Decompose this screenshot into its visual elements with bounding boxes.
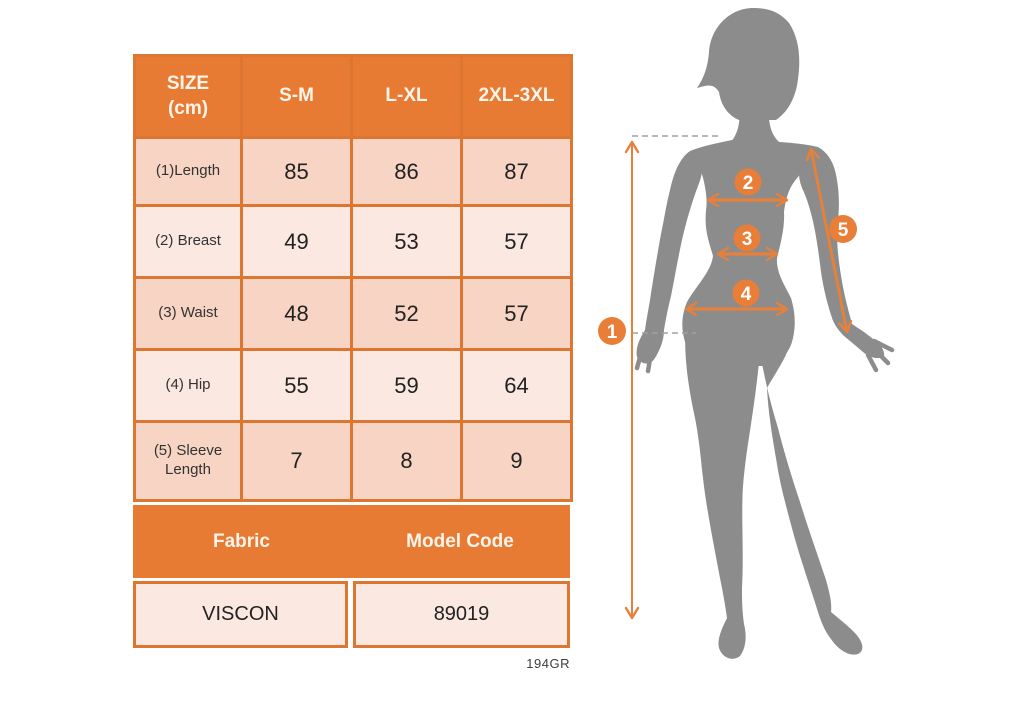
- cell-value: 64: [460, 348, 573, 423]
- measurement-arrows: [624, 140, 853, 620]
- row-label: (1)Length: [133, 136, 243, 207]
- table-row-hip: (4) Hip 55 59 64: [133, 348, 573, 423]
- marker-1-label: 1: [607, 322, 618, 343]
- marker-2: 2: [734, 168, 762, 196]
- size-table: SIZE (cm) S-M L-XL 2XL-3XL (1)Length 85 …: [133, 54, 573, 502]
- silhouette-neck: [730, 104, 780, 143]
- row-label: (2) Breast: [133, 204, 243, 279]
- marker-3-label: 3: [742, 229, 753, 250]
- cell-value: 49: [240, 204, 353, 279]
- marker-3-circle: [733, 224, 761, 252]
- info-header-bar: Fabric Model Code: [133, 505, 570, 578]
- marker-5-circle: [829, 215, 857, 243]
- cell-value: 9: [460, 420, 573, 502]
- marker-4-circle: [732, 279, 760, 307]
- row-label: (5) Sleeve Length: [133, 420, 243, 502]
- marker-5-label: 5: [838, 220, 849, 241]
- table-row-breast: (2) Breast 49 53 57: [133, 204, 573, 279]
- model-code-header: Model Code: [406, 530, 514, 552]
- fabric-header: Fabric: [212, 530, 271, 552]
- marker-5: 5: [829, 215, 857, 243]
- body-measurement-diagram: 1 2 3 4 5: [598, 8, 895, 659]
- guide-dashed-lines: [632, 135, 718, 334]
- model-code-value: 89019: [353, 581, 570, 648]
- marker-2-label: 2: [743, 173, 754, 194]
- cell-value: 59: [350, 348, 463, 423]
- silhouette-right-fingers: [865, 338, 895, 373]
- cell-value: 55: [240, 348, 353, 423]
- sleeve-arrow: [805, 147, 853, 334]
- silhouette-left-leg: [685, 320, 760, 659]
- col-header-lxl: L-XL: [350, 54, 463, 139]
- size-title-line1: SIZE: [166, 72, 210, 94]
- row-label: (3) Waist: [133, 276, 243, 351]
- footnote-code: 194GR: [526, 656, 570, 671]
- cell-value: 57: [460, 276, 573, 351]
- fabric-value: VISCON: [133, 581, 348, 648]
- marker-4: 4: [732, 279, 760, 307]
- cell-value: 7: [240, 420, 353, 502]
- marker-1-circle: [598, 317, 626, 345]
- marker-4-label: 4: [741, 284, 752, 305]
- cell-value: 52: [350, 276, 463, 351]
- row-label: (4) Hip: [133, 348, 243, 423]
- info-values-row: VISCON 89019: [133, 581, 570, 648]
- col-header-sm: S-M: [240, 54, 353, 139]
- silhouette-left-arm: [636, 151, 703, 364]
- table-row-length: (1)Length 85 86 87: [133, 136, 573, 207]
- size-unit-header: SIZE (cm): [133, 54, 243, 139]
- marker-3: 3: [733, 224, 761, 252]
- table-row-sleeve: (5) Sleeve Length 7 8 9: [133, 420, 573, 502]
- size-table-header-row: SIZE (cm) S-M L-XL 2XL-3XL: [133, 54, 573, 139]
- cell-value: 57: [460, 204, 573, 279]
- cell-value: 48: [240, 276, 353, 351]
- size-title-line2: (cm): [167, 97, 209, 119]
- measurement-markers: 1 2 3 4 5: [598, 168, 857, 345]
- marker-1: 1: [598, 317, 626, 345]
- cell-value: 85: [240, 136, 353, 207]
- table-row-waist: (3) Waist 48 52 57: [133, 276, 573, 351]
- cell-value: 86: [350, 136, 463, 207]
- cell-value: 53: [350, 204, 463, 279]
- silhouette-right-arm: [798, 147, 885, 359]
- col-header-2xl3xl: 2XL-3XL: [460, 54, 573, 139]
- cell-value: 8: [350, 420, 463, 502]
- silhouette-head: [697, 8, 800, 120]
- cell-value: 87: [460, 136, 573, 207]
- marker-2-circle: [734, 168, 762, 196]
- silhouette-right-leg: [760, 330, 863, 655]
